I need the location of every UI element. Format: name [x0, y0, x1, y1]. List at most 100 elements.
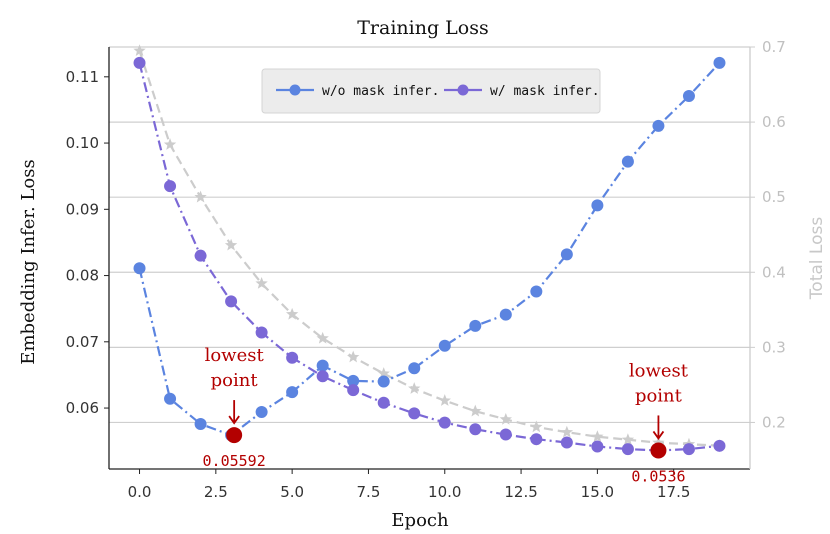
data-point: [408, 407, 421, 420]
data-point-star: [377, 367, 390, 379]
data-point: [438, 416, 451, 429]
data-point: [194, 417, 207, 430]
data-point: [560, 436, 573, 449]
data-point-star: [347, 350, 360, 363]
annotation-value: 0.0536: [631, 467, 685, 485]
data-point: [316, 370, 329, 383]
data-point-star: [255, 277, 268, 289]
data-point: [560, 248, 573, 261]
y-tick-right-label: 0.4: [762, 263, 786, 281]
data-point: [591, 199, 604, 212]
data-point-star: [285, 307, 299, 320]
data-point: [133, 262, 146, 275]
x-tick-label: 10.0: [428, 483, 461, 501]
annotation-label-line2: point: [211, 370, 259, 391]
legend-swatch-marker: [457, 84, 469, 96]
data-point: [682, 443, 695, 456]
x-tick-label: 0.0: [128, 483, 152, 501]
data-point: [286, 386, 299, 399]
data-point: [713, 56, 726, 69]
data-point: [164, 392, 177, 405]
data-point: [652, 119, 665, 132]
annotation-label-line1: lowest: [629, 360, 689, 381]
data-point: [499, 308, 512, 321]
data-point: [255, 406, 268, 419]
data-point: [347, 374, 360, 387]
data-point-star: [438, 394, 451, 406]
y-tick-right-label: 0.7: [762, 38, 786, 56]
data-point: [286, 351, 299, 364]
series-line-1: [138, 62, 720, 452]
legend-entry-label: w/o mask infer.: [322, 84, 439, 99]
legend-entry-label: w/ mask infer.: [490, 84, 600, 99]
x-tick-label: 12.5: [504, 483, 537, 501]
x-tick-label: 2.5: [204, 483, 228, 501]
y-tick-left-label: 0.09: [66, 200, 99, 218]
x-tick-label: 7.5: [357, 483, 381, 501]
data-point: [164, 180, 177, 193]
data-point-star: [652, 436, 665, 448]
x-tick-label: 5.0: [280, 483, 304, 501]
y-tick-left-label: 0.08: [66, 267, 99, 285]
y-tick-left-label: 0.11: [66, 68, 99, 86]
data-point: [438, 339, 451, 352]
data-point-star: [469, 404, 482, 417]
data-point-star: [163, 138, 177, 150]
data-point: [133, 56, 146, 69]
annotation-value: 0.05592: [203, 452, 266, 470]
axes: 0.06 0.07 0.08 0.09 0.10 0.11 0.2 0.3 0.4 0.5 0.6 0…: [66, 38, 786, 501]
data-point: [499, 428, 512, 441]
y-tick-right-label: 0.3: [762, 338, 786, 356]
data-point: [347, 384, 360, 397]
grid-lines: [109, 46, 750, 424]
y-tick-right-label: 0.2: [762, 413, 786, 431]
x-tick-label: 17.5: [657, 483, 690, 501]
data-point: [194, 249, 207, 262]
chart-title: Training Loss: [357, 17, 488, 39]
data-point: [530, 433, 543, 446]
data-point: [591, 440, 604, 453]
data-point: [682, 90, 695, 103]
y-tick-right-label: 0.5: [762, 188, 786, 206]
annotation-label-line2: point: [635, 385, 683, 406]
annotation-arrow-head: [228, 415, 240, 425]
x-axis-label: Epoch: [391, 510, 449, 531]
series-line-0: [138, 62, 721, 437]
annotation-label-line1: lowest: [205, 345, 265, 366]
data-point: [225, 295, 238, 308]
data-point-star: [408, 382, 421, 394]
data-point-star: [133, 44, 146, 57]
data-point: [408, 362, 421, 375]
legend-swatch-marker: [289, 84, 301, 96]
data-point: [377, 396, 390, 409]
y-axis-label-right: Total Loss: [807, 217, 827, 301]
annotation-arrow-head: [652, 430, 665, 440]
lowest-point-marker: [226, 427, 243, 444]
data-point-star: [499, 412, 512, 425]
data-point: [255, 326, 268, 339]
data-point: [469, 319, 482, 332]
y-tick-right-label: 0.6: [762, 113, 786, 131]
legend-box: [261, 68, 601, 114]
y-tick-left-label: 0.10: [66, 134, 99, 152]
series-line-2: [138, 50, 720, 447]
x-tick-label: 15.0: [581, 483, 614, 501]
data-point: [621, 443, 634, 456]
data-point: [316, 359, 329, 372]
annotations: lowest point 0.05592 lowest point 0.0536: [203, 345, 689, 485]
data-point: [713, 439, 726, 452]
y-axis-label-left: Embedding Infer. Loss: [18, 159, 39, 364]
data-point-star: [316, 331, 329, 344]
data-point-star: [591, 430, 604, 442]
data-point: [621, 155, 634, 168]
data-point: [469, 423, 482, 436]
data-point: [530, 285, 543, 298]
data-point: [377, 375, 390, 388]
data-point-star: [194, 190, 207, 203]
data-point-star: [530, 420, 543, 433]
data-series: [133, 44, 726, 457]
data-point-star: [224, 238, 238, 251]
y-tick-left-label: 0.06: [66, 399, 99, 417]
data-point-star: [621, 433, 635, 445]
